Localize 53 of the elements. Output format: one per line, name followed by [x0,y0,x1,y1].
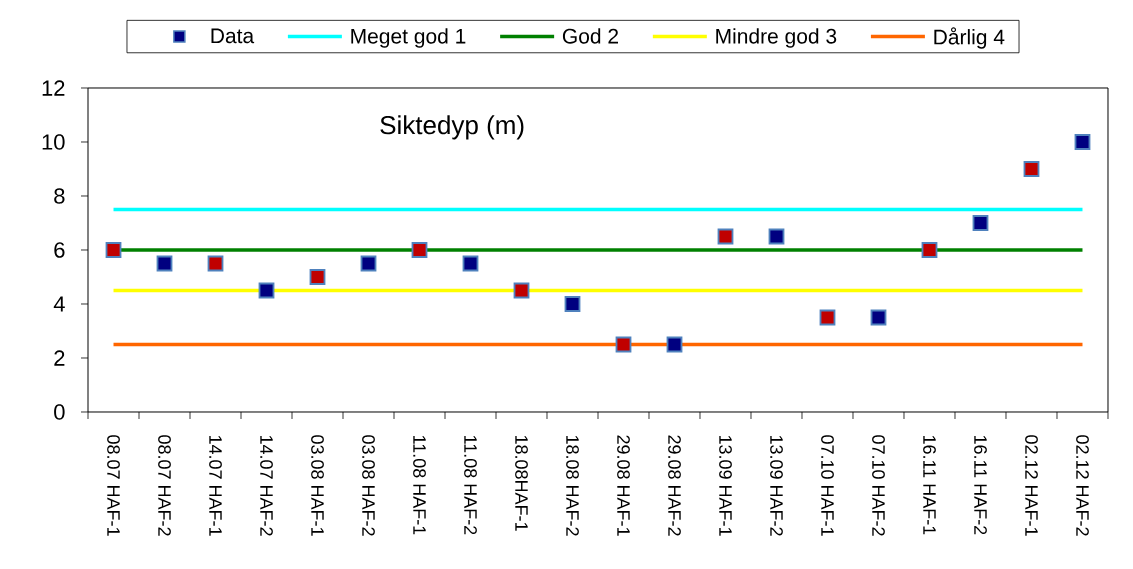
point [156,255,173,272]
point [717,228,734,245]
point [1023,161,1040,177]
y-tick-label: 0 [54,404,65,420]
y-tick-label: 10 [42,134,65,150]
y-tick-label: 2 [54,350,65,366]
point [768,228,785,245]
x-tick-label: 16.11 HAF-2 [974,435,987,535]
x-tick-label: 07.10 HAF-1 [821,435,834,536]
point [921,242,938,258]
x-tick-label: 08.07 HAF-1 [107,435,120,536]
y-tick-label: 8 [54,188,65,204]
y-tick-label: 4 [53,296,65,312]
legend-label: Data [211,28,255,44]
x-tick-label: 07.10 HAF-2 [872,435,885,536]
point [1074,134,1091,150]
point [360,255,377,272]
point [870,309,887,326]
point [666,336,683,353]
text: Siktedyp (m) [380,115,524,140]
x-tick-label: 18.08HAF-1 [515,435,528,531]
x-tick-label: 13.09 HAF-2 [770,435,783,536]
x-tick-label: 08.07 HAF-2 [158,435,171,536]
point [972,215,989,231]
x-tick-label: 03.08 HAF-1 [311,435,324,536]
legend-label: Dårlig 4 [934,27,1005,49]
point [564,296,581,312]
x-tick-label: 13.09 HAF-1 [719,435,732,536]
x-tick-label: 29.08 HAF-2 [668,435,681,536]
x-tick-label: 14.07 HAF-1 [209,435,222,536]
point [513,282,530,299]
legend-label: Mindre god 3 [716,28,837,48]
point [105,242,122,258]
x-tick-label: 14.07 HAF-2 [260,435,273,536]
x-tick-label: 03.08 HAF-2 [362,435,375,536]
x-tick-label: 16.11 HAF-1 [923,435,936,535]
point [411,242,428,258]
legend-label: God 2 [562,28,619,44]
x-tick-label: 02.12 HAF-2 [1076,435,1089,536]
point [309,269,326,285]
x-tick-label: 11.08 HAF-2 [464,435,477,535]
point [615,336,632,353]
x-tick-label: 11.08 HAF-1 [413,435,426,535]
x-tick-label: 18.08 HAF-2 [566,435,579,536]
point [258,282,275,299]
y-tick-label: 6 [54,242,65,258]
y-tick-label: 12 [42,80,65,96]
x-tick-label: 02.12 HAF-1 [1025,435,1038,536]
point [207,255,224,272]
point [819,309,836,326]
x-tick-label: 29.08 HAF-1 [617,435,630,536]
point [462,255,479,272]
legend-label: Meget god 1 [351,28,466,48]
